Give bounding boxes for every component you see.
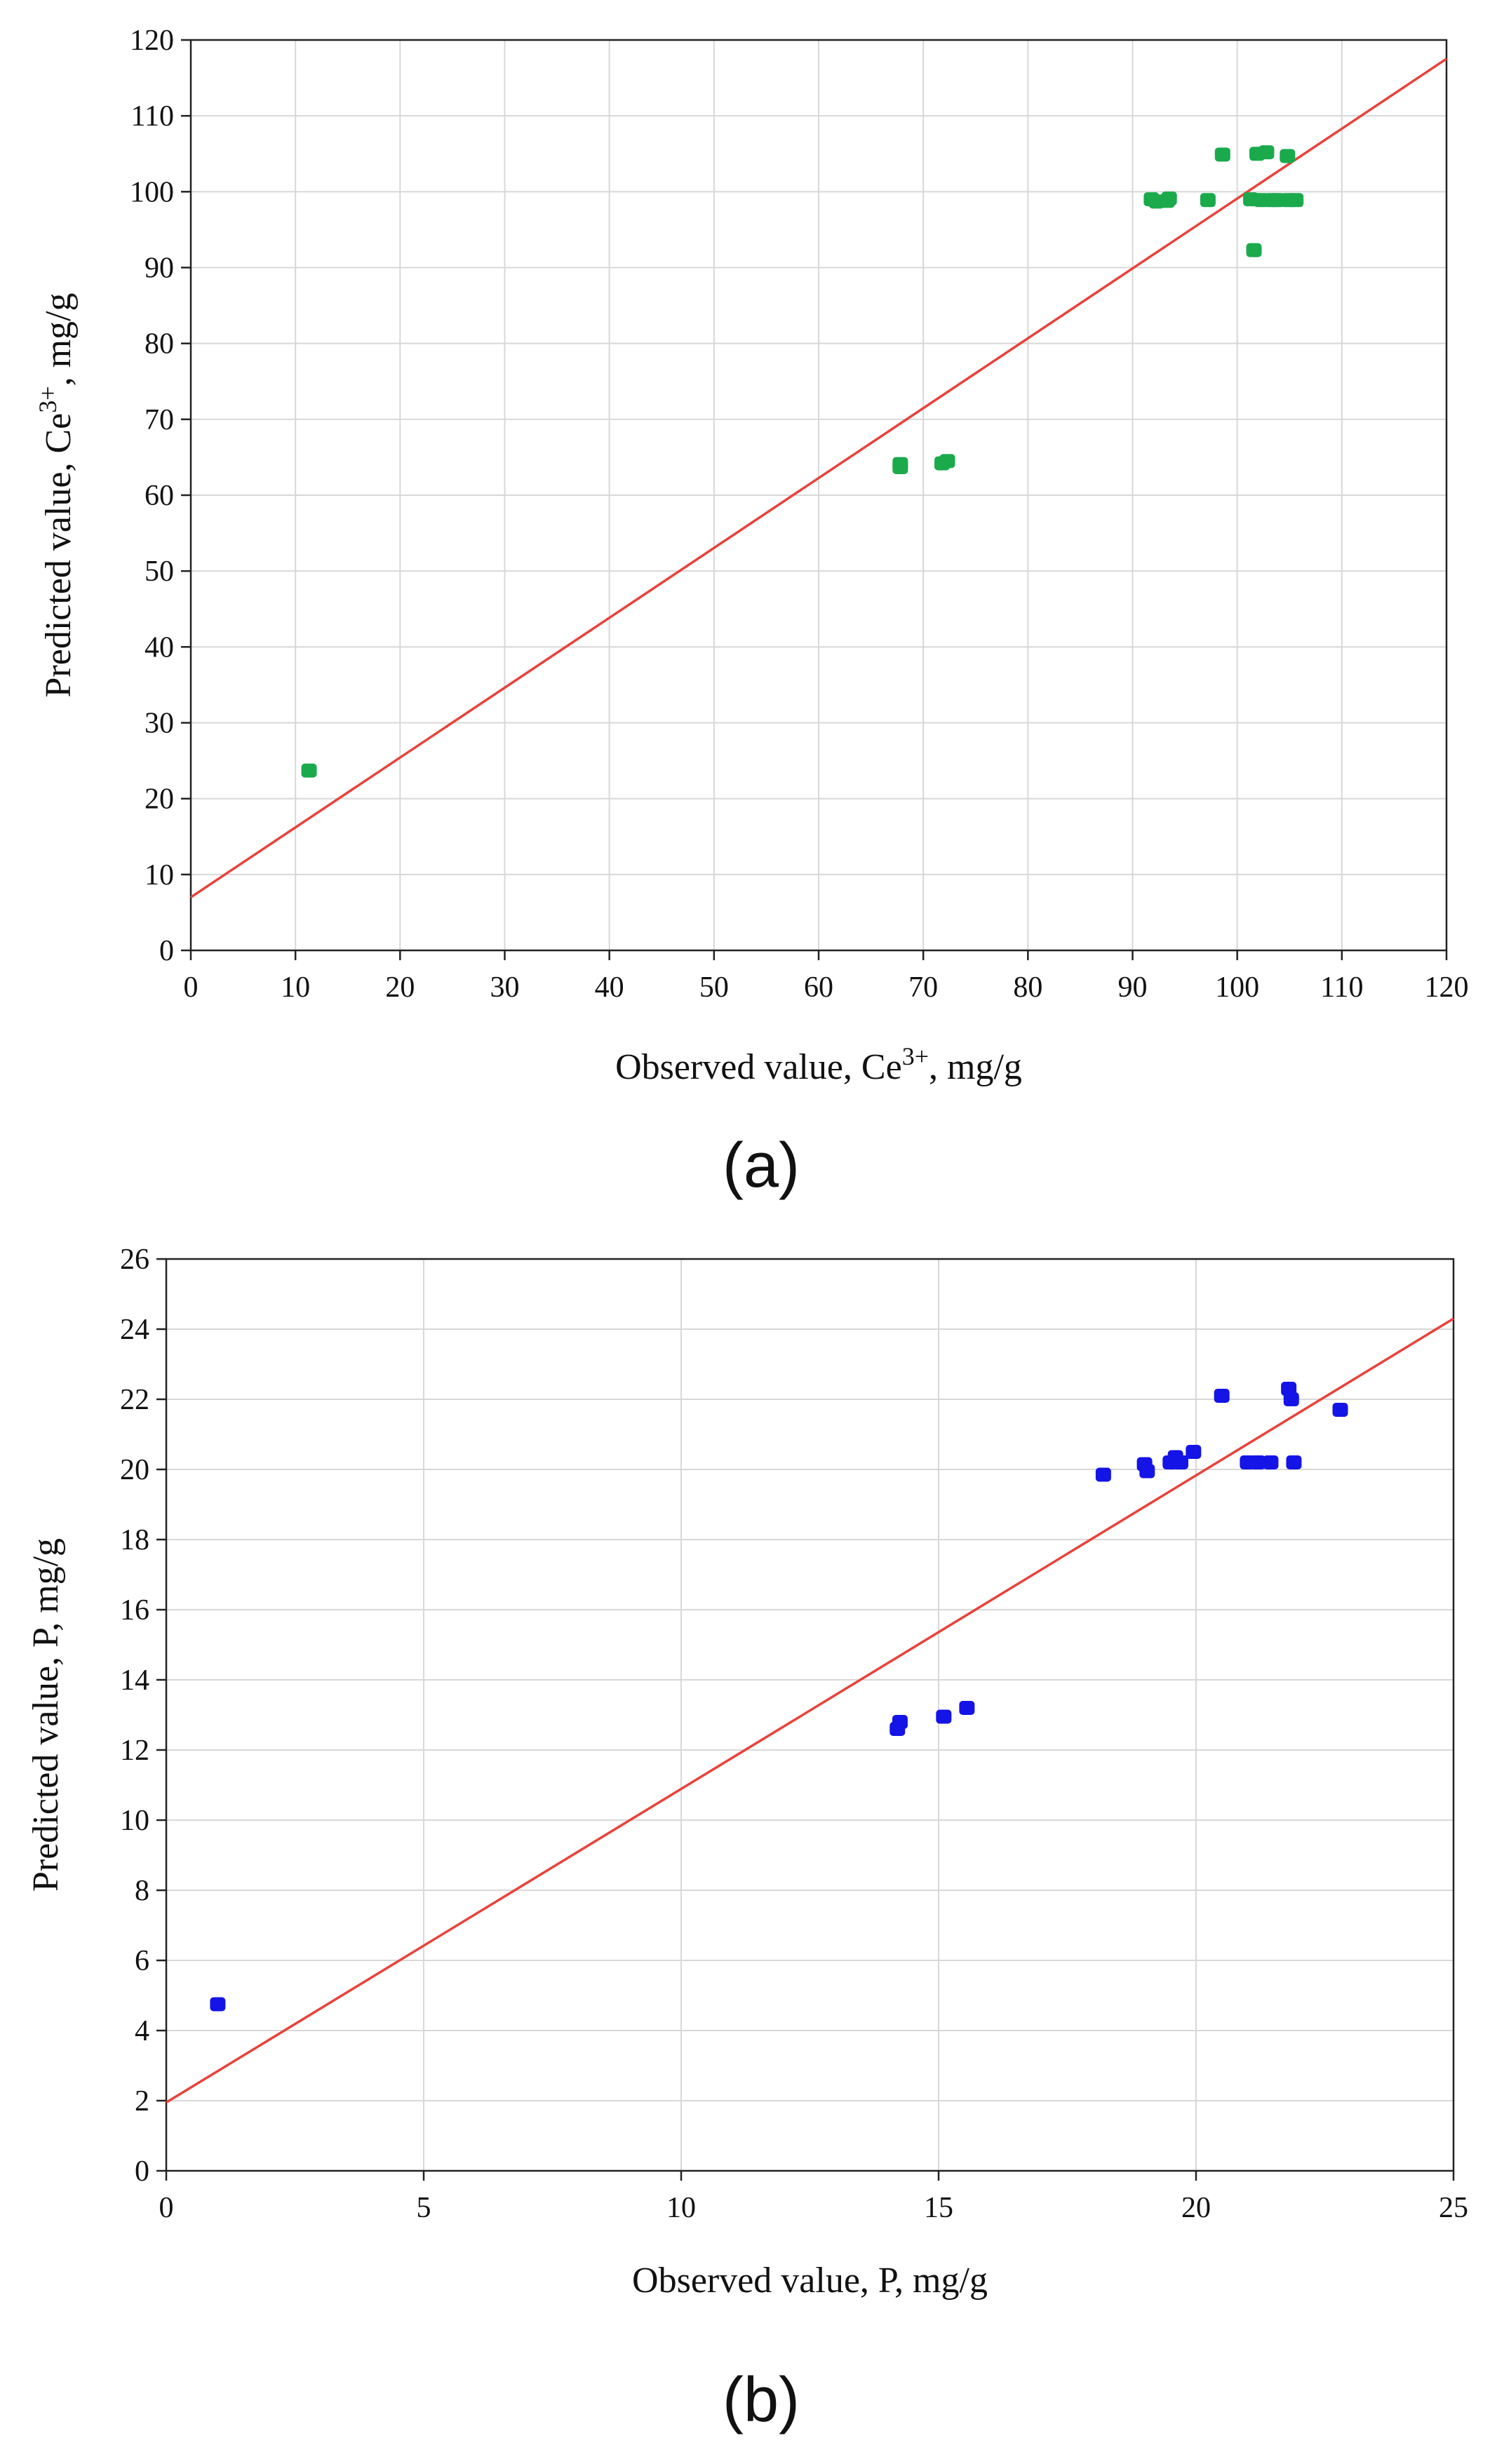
y-tick-label: 10 [120,1805,149,1837]
data-point [1246,243,1262,257]
y-tick-label: 60 [145,480,174,512]
x-axis-title-a-tail: , mg/g [929,1047,1022,1087]
grid-b [166,1258,1454,2172]
data-point [210,1997,226,2012]
plot-frame-a [189,39,1448,952]
x-axis-title-a-main: Observed value, Ce [615,1047,902,1087]
y-axis-title-a-tail: , mg/g [39,293,79,386]
y-tick-label: 10 [145,859,174,891]
fit-line-b [166,1317,1454,2103]
data-point [959,1701,975,1715]
data-point [1161,191,1177,206]
x-tick-label: 90 [1118,971,1148,1004]
data-point [936,1709,952,1724]
data-point [1214,147,1230,162]
data-point [1283,1392,1299,1406]
y-axis-title-a: Predicted value, Ce3+, mg/g [34,293,79,698]
y-tick-label: 14 [120,1664,149,1697]
x-tick-label: 40 [595,971,624,1004]
x-tick-label: 10 [281,971,310,1004]
y-tick-label: 8 [135,1875,149,1907]
y-tick-label: 110 [131,100,174,133]
data-points-a [301,145,1304,778]
x-tick-label: 20 [1181,2192,1211,2224]
data-points-b [210,1382,1348,2012]
y-tick-label: 50 [145,556,174,588]
x-axis-title-a: Observed value, Ce3+, mg/g [615,1042,1022,1087]
y-tick-label: 6 [135,1945,149,1977]
y-tick-label: 0 [159,935,174,967]
panel-label-b: (b) [723,2365,800,2435]
y-tick-label: 16 [120,1594,149,1627]
x-tick-label: 25 [1439,2192,1468,2224]
y-tick-label: 0 [135,2155,149,2188]
data-point [1214,1389,1230,1403]
x-tick-label: 100 [1215,971,1259,1004]
y-tick-label: 30 [145,708,174,740]
x-tick-label: 70 [908,971,938,1004]
x-tick-label: 110 [1320,971,1363,1004]
x-tick-label: 50 [699,971,729,1004]
fit-line-a [190,58,1447,898]
y-tick-label: 18 [120,1524,149,1556]
x-tick-label: 80 [1013,971,1042,1004]
data-point [1139,1464,1155,1479]
data-point [1280,149,1296,163]
data-point [1288,193,1304,208]
grid-a [190,39,1447,951]
y-tick-label: 20 [120,1454,149,1486]
data-point [1200,193,1216,208]
data-point [892,1715,908,1729]
ticks-a: 0 10 20 30 40 50 60 70 80 90 100 110 120 0 10 20 30 40 50 6… [130,25,1469,1004]
x-tick-label: 20 [385,971,415,1004]
data-point [1263,1455,1279,1469]
x-axis-title-b: Observed value, P, mg/g [632,2261,988,2301]
data-point [1172,1455,1188,1469]
data-point [939,454,955,469]
x-tick-label: 60 [804,971,833,1004]
y-tick-label: 4 [135,2015,149,2047]
y-tick-label: 70 [145,404,174,436]
y-tick-label: 40 [145,631,174,664]
x-tick-label: 0 [159,2192,174,2224]
y-axis-title-a-main: Predicted value, Ce [39,413,79,698]
y-axis-title-a-sup: 3+ [34,386,62,412]
regression-line [190,58,1447,898]
y-tick-label: 12 [120,1735,149,1767]
plot-frame-b [165,1258,1455,2172]
x-tick-label: 120 [1425,971,1469,1004]
x-tick-label: 10 [666,2192,696,2224]
data-point [1095,1467,1111,1482]
y-axis-title-b: Predicted value, P, mg/g [26,1538,66,1892]
y-tick-label: 90 [145,253,174,285]
x-tick-label: 5 [417,2192,431,2224]
y-tick-label: 100 [130,176,174,208]
data-point [1286,1455,1302,1469]
regression-line [166,1317,1454,2103]
x-tick-label: 15 [924,2192,953,2224]
y-tick-label: 24 [120,1314,149,1346]
y-tick-label: 120 [130,25,174,57]
data-point [1258,145,1275,160]
data-point [1332,1403,1348,1417]
y-tick-label: 80 [145,328,174,361]
panel-label-a: (a) [723,1131,800,1201]
y-tick-label: 2 [135,2085,149,2118]
chart-panel-a: 0 10 20 30 40 50 60 70 80 90 100 110 120 0 10 20 30 40 50 6… [34,25,1469,1201]
data-point [1186,1445,1202,1459]
y-tick-label: 22 [120,1384,149,1416]
y-tick-label: 20 [145,783,174,816]
y-tick-label: 26 [120,1244,149,1276]
data-point [301,763,317,778]
data-point [1250,1455,1266,1469]
x-tick-label: 30 [490,971,520,1004]
x-axis-title-a-sup: 3+ [902,1042,929,1070]
data-point [892,457,908,471]
x-tick-label: 0 [184,971,199,1004]
